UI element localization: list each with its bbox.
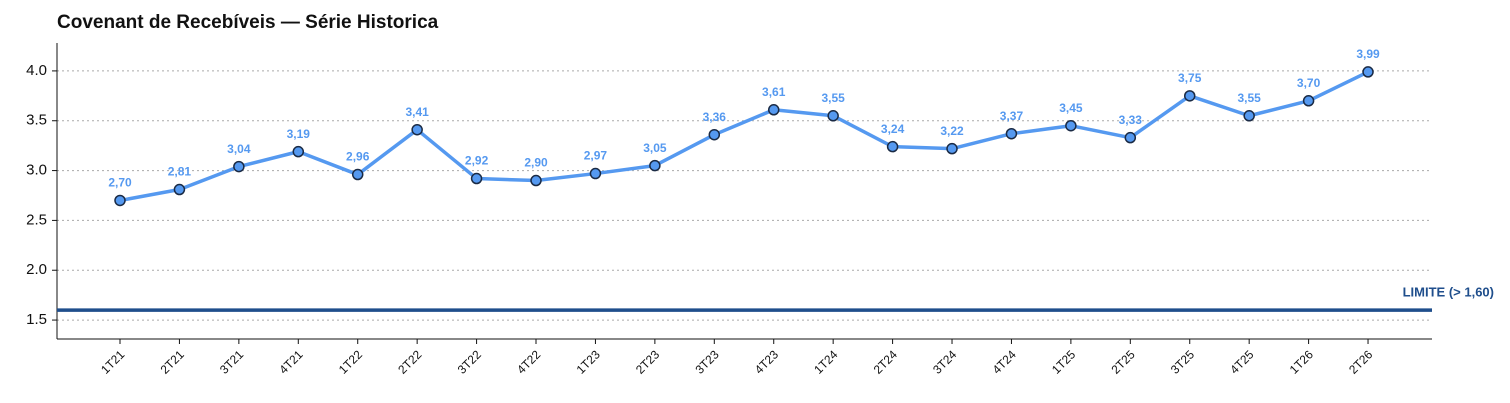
value-label: 3,05 bbox=[643, 141, 667, 155]
data-point bbox=[1183, 90, 1196, 102]
value-label: 3,33 bbox=[1119, 113, 1143, 127]
data-point bbox=[470, 172, 483, 185]
value-label: 3,99 bbox=[1356, 47, 1380, 61]
data-point bbox=[1065, 119, 1077, 132]
value-label: 3,75 bbox=[1178, 71, 1202, 85]
data-point bbox=[114, 194, 126, 207]
x-tick-label: 4T25 bbox=[1227, 347, 1256, 376]
value-label: 3,24 bbox=[881, 122, 905, 136]
series-line bbox=[119, 70, 1369, 203]
value-label: 3,22 bbox=[940, 124, 964, 138]
data-point bbox=[173, 183, 186, 196]
x-tick-label: 3T22 bbox=[455, 347, 484, 376]
x-tick-label: 2T21 bbox=[158, 347, 187, 376]
data-point bbox=[1243, 110, 1255, 122]
data-point bbox=[351, 168, 364, 181]
value-label: 3,37 bbox=[1000, 109, 1024, 123]
reference-label: LIMITE (> 1,60) bbox=[1403, 285, 1494, 300]
value-label: 3,61 bbox=[762, 85, 786, 99]
data-point bbox=[708, 128, 721, 141]
x-tick-label: 4T21 bbox=[276, 347, 305, 376]
x-tick-label: 2T22 bbox=[395, 347, 424, 376]
x-tick-label: 3T24 bbox=[930, 347, 959, 376]
value-label: 2,97 bbox=[584, 149, 608, 163]
data-point bbox=[292, 145, 305, 158]
value-label: 2,70 bbox=[108, 176, 132, 190]
data-point bbox=[411, 123, 423, 136]
x-tick-label: 3T21 bbox=[217, 347, 246, 376]
y-tick-label: 4.0 bbox=[26, 62, 47, 79]
data-point bbox=[1362, 66, 1374, 78]
value-label: 3,55 bbox=[1237, 91, 1261, 105]
x-tick-label: 2T26 bbox=[1346, 347, 1375, 376]
data-point bbox=[1124, 131, 1137, 144]
data-point bbox=[946, 142, 958, 155]
y-tick-label: 3.5 bbox=[26, 112, 47, 129]
value-label: 3,36 bbox=[703, 110, 727, 124]
x-tick-label: 1T25 bbox=[1049, 347, 1078, 376]
x-tick-label: 4T22 bbox=[514, 347, 543, 376]
x-tick-label: 3T23 bbox=[692, 347, 721, 376]
y-tick-label: 2.0 bbox=[26, 261, 47, 278]
value-label: 3,70 bbox=[1297, 76, 1321, 90]
x-tick-label: 2T24 bbox=[871, 347, 900, 376]
x-tick-label: 1T23 bbox=[574, 347, 603, 376]
y-tick-label: 1.5 bbox=[26, 311, 47, 328]
x-tick-label: 4T23 bbox=[752, 347, 781, 376]
data-point bbox=[233, 160, 245, 173]
x-tick-label: 2T23 bbox=[633, 347, 662, 376]
data-point bbox=[649, 159, 661, 172]
value-label: 2,90 bbox=[524, 156, 548, 170]
data-point bbox=[767, 104, 780, 116]
chart-title: Covenant de Recebíveis — Série Historica bbox=[57, 12, 439, 33]
x-tick-label: 1T21 bbox=[98, 347, 127, 376]
data-point bbox=[1302, 95, 1315, 107]
x-tick-label: 2T25 bbox=[1108, 347, 1137, 376]
x-tick-label: 4T24 bbox=[990, 347, 1019, 376]
data-point bbox=[589, 167, 602, 180]
data-point bbox=[827, 110, 839, 122]
value-label: 3,19 bbox=[287, 127, 311, 141]
value-label: 3,04 bbox=[227, 142, 251, 156]
value-label: 2,81 bbox=[168, 165, 192, 179]
value-label: 2,92 bbox=[465, 154, 489, 168]
y-tick-label: 3.0 bbox=[26, 162, 47, 179]
value-label: 3,45 bbox=[1059, 101, 1083, 115]
x-tick-label: 1T26 bbox=[1287, 347, 1316, 376]
value-label: 2,96 bbox=[346, 150, 370, 164]
x-tick-label: 3T25 bbox=[1168, 347, 1197, 376]
value-label: 3,41 bbox=[405, 105, 429, 119]
y-tick-label: 2.5 bbox=[26, 211, 47, 228]
data-point bbox=[886, 140, 899, 153]
data-point bbox=[1005, 127, 1018, 140]
x-tick-label: 1T24 bbox=[811, 347, 840, 376]
data-point bbox=[530, 174, 542, 187]
value-label: 3,55 bbox=[821, 91, 845, 105]
x-tick-label: 1T22 bbox=[336, 347, 365, 376]
